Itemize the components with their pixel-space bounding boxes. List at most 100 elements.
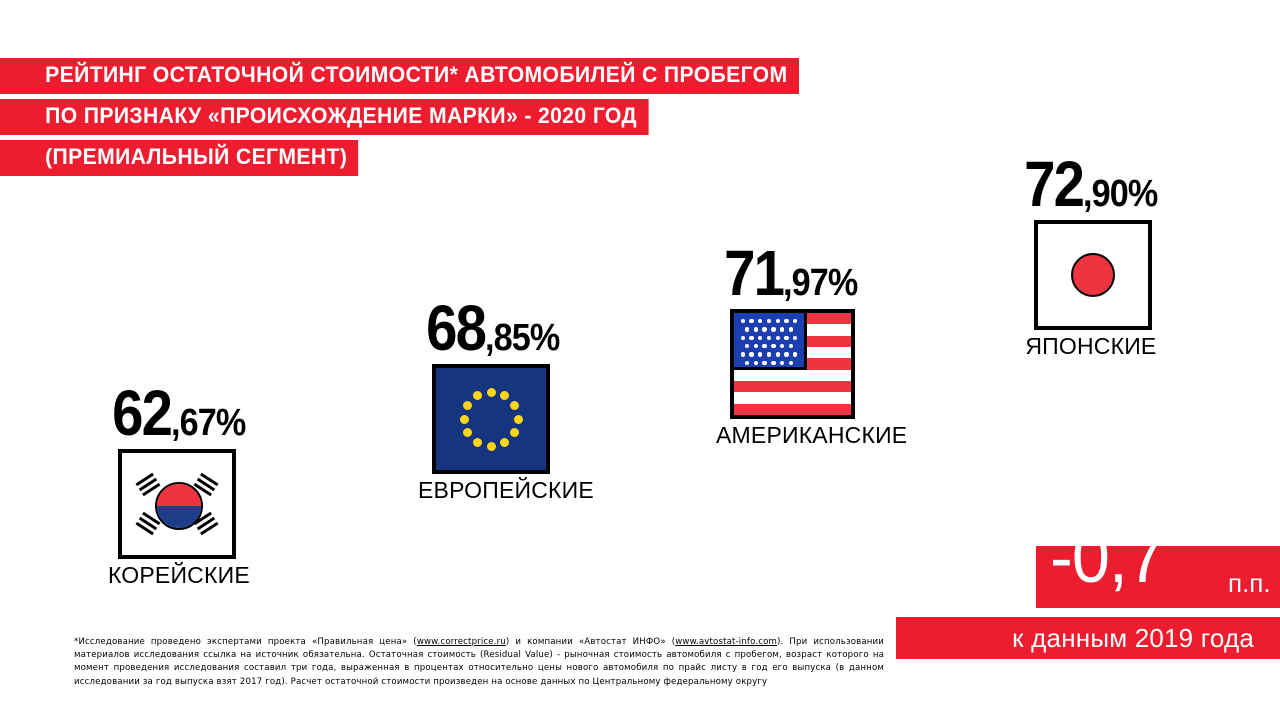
taegeuk-blue-half [157, 506, 201, 528]
value-american-fraction: ,97% [783, 262, 858, 304]
group-american-brands: 71,97% АМЕРИКАНСКИЕ [716, 241, 907, 449]
us-star-icon [740, 335, 745, 341]
eu-star-circle [436, 368, 546, 470]
value-european-integer: 68 [426, 292, 487, 364]
south-korea-flag-icon [118, 449, 236, 559]
footnote-link-avtostat[interactable]: www.avtostat-info.com [675, 637, 778, 647]
value-european: 68,85% [418, 296, 594, 360]
us-star-icon [749, 352, 754, 357]
us-stripe [734, 369, 851, 381]
eu-star-icon [473, 391, 482, 401]
eu-star-icon [486, 441, 496, 451]
us-star-icon [753, 327, 759, 332]
us-star-icon [758, 335, 763, 341]
us-stripe [734, 392, 851, 404]
us-star-icon [771, 360, 776, 365]
eu-star-icon [500, 437, 509, 447]
group-japanese-brands: 72,90% ЯПОНСКИЕ [1016, 152, 1166, 360]
value-japanese-fraction: ,90% [1083, 173, 1158, 215]
european-union-flag-icon [432, 364, 550, 474]
title-line-2: ПО ПРИЗНАКУ «ПРОИСХОЖДЕНИЕ МАРКИ» - 2020… [0, 99, 649, 135]
us-star-icon [758, 319, 763, 324]
us-star-icon [740, 352, 745, 357]
eu-star-icon [513, 414, 523, 424]
eu-star-icon [486, 387, 496, 397]
footnote: *Исследование проведено экспертами проек… [74, 636, 884, 689]
title-line-1: РЕЙТИНГ ОСТАТОЧНОЙ СТОИМОСТИ* АВТОМОБИЛЕ… [0, 58, 799, 94]
value-japanese: 72,90% [1016, 152, 1166, 216]
label-american: АМЕРИКАНСКИЕ [716, 422, 908, 448]
us-star-icon [793, 352, 798, 357]
delta-value: -0,7 [1050, 518, 1165, 598]
us-star-icon [749, 335, 754, 341]
group-european-brands: 68,85% ЕВРОПЕЙСКИЕ [418, 296, 594, 504]
us-star-icon [766, 319, 772, 324]
us-star-icon [744, 343, 750, 349]
title-line-3: (ПРЕМИАЛЬНЫЙ СЕГМЕНТ) [0, 140, 359, 176]
delta-value-badge: -0,7 п.п. [1036, 522, 1280, 608]
value-american: 71,97% [716, 241, 907, 305]
footnote-part-2: ) и компании «Автостат ИНФО» ( [505, 637, 676, 647]
us-star-icon [749, 319, 754, 324]
value-japanese-integer: 72 [1024, 148, 1085, 220]
eu-star-icon [473, 437, 482, 447]
delta-caption: к данным 2019 года [1012, 622, 1254, 653]
group-korean-brands: 62,67% КОРЕЙСКИЕ [104, 381, 254, 589]
footnote-part-3: ). При использовании материалов исследов… [74, 637, 884, 687]
us-star-icon [753, 360, 759, 365]
us-star-icon [784, 335, 789, 341]
label-korean: КОРЕЙСКИЕ [107, 562, 250, 588]
us-canton [734, 313, 807, 370]
us-star-icon [779, 360, 785, 365]
us-star-icon [766, 335, 772, 341]
us-star-icon [766, 352, 772, 357]
eu-star-icon [509, 428, 519, 437]
us-star-icon [744, 327, 750, 332]
taegeuk-red-half [157, 484, 201, 506]
us-star-icon [762, 343, 767, 349]
us-star-icon [744, 360, 750, 365]
us-star-icon [779, 343, 785, 349]
footnote-part-1: *Исследование проведено экспертами проек… [74, 637, 417, 647]
label-japanese: ЯПОНСКИЕ [1025, 333, 1157, 359]
us-star-icon [775, 335, 780, 341]
us-star-icon [775, 319, 780, 324]
eu-star-icon [463, 401, 473, 410]
eu-star-icon [459, 414, 469, 424]
us-star-icon [762, 327, 767, 332]
us-star-icon [779, 327, 785, 332]
eu-star-icon [509, 401, 519, 410]
label-european: ЕВРОПЕЙСКИЕ [418, 477, 594, 503]
japan-flag-icon [1034, 220, 1152, 330]
united-states-flag-icon [730, 309, 855, 419]
us-stripe [734, 380, 851, 393]
taegeuk-symbol [155, 482, 203, 530]
hinomaru-disc [1071, 253, 1115, 297]
footnote-link-correctprice[interactable]: www.correctprice.ru [416, 637, 506, 647]
eu-star-icon [463, 428, 473, 437]
value-european-fraction: ,85% [485, 317, 560, 359]
us-star-icon [788, 343, 794, 349]
us-star-icon [758, 352, 763, 357]
us-star-icon [784, 352, 789, 357]
us-star-icon [771, 327, 776, 332]
us-star-icon [788, 327, 794, 332]
delta-unit: п.п. [1228, 568, 1271, 598]
value-korean-fraction: ,67% [171, 402, 246, 444]
value-korean: 62,67% [104, 381, 254, 445]
us-star-icon [762, 360, 767, 365]
eu-star-icon [500, 391, 509, 401]
us-star-icon [740, 319, 745, 324]
us-star-icon [793, 335, 798, 341]
us-star-icon [771, 343, 776, 349]
page-title: РЕЙТИНГ ОСТАТОЧНОЙ СТОИМОСТИ* АВТОМОБИЛЕ… [0, 58, 900, 176]
us-star-icon [793, 319, 798, 324]
value-korean-integer: 62 [112, 377, 173, 449]
us-star-icon [784, 319, 789, 324]
us-star-icon [775, 352, 780, 357]
delta-caption-badge: к данным 2019 года [896, 617, 1280, 659]
value-american-integer: 71 [724, 237, 785, 309]
us-star-icon [753, 343, 759, 349]
us-stripe [734, 403, 851, 415]
us-star-icon [788, 360, 794, 365]
